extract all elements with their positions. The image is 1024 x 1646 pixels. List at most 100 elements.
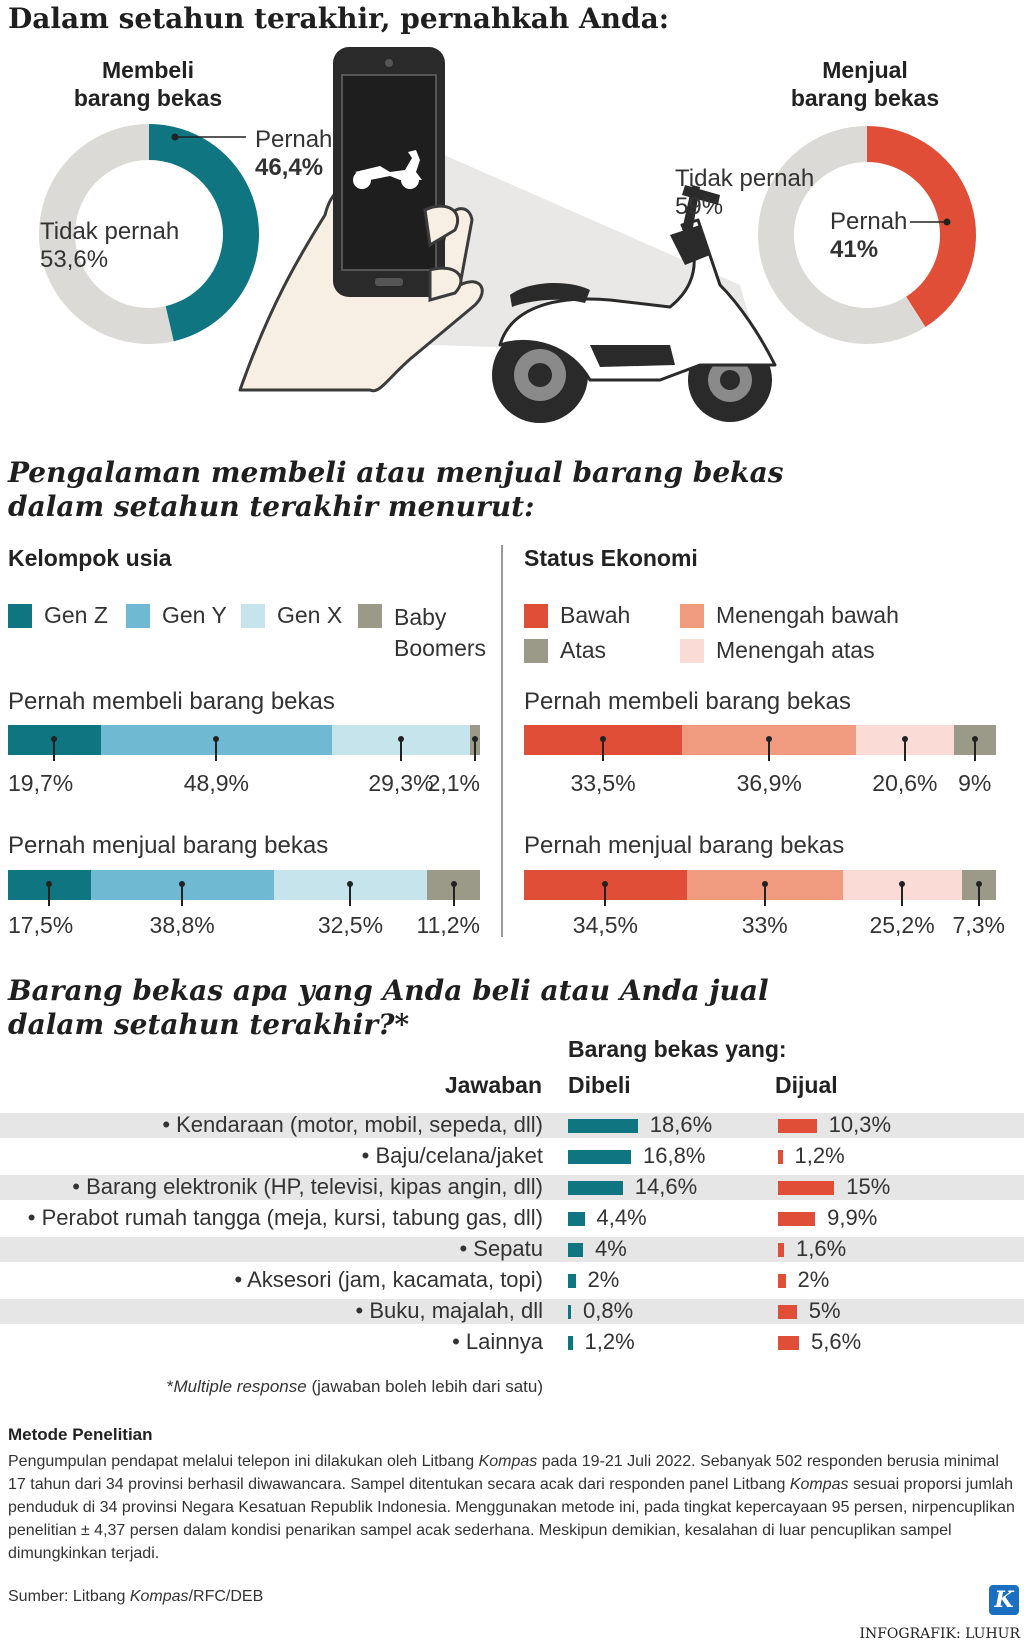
dibeli-value: 1,2% xyxy=(584,1329,635,1354)
age-buy-bar xyxy=(8,725,480,761)
dibeli-value: 18,6% xyxy=(649,1112,713,1137)
bar-value-label: 36,9% xyxy=(736,770,802,796)
age-sell-label: Pernah menjual barang bekas xyxy=(8,832,329,859)
donut-sell-chart xyxy=(758,126,976,344)
bar-tick-dot xyxy=(761,880,768,887)
bar-tick xyxy=(973,738,976,761)
item-label: • Perabot rumah tangga (meja, kursi, tab… xyxy=(27,1205,543,1230)
bar-tick-dot xyxy=(602,880,609,887)
legend-atas: Atas xyxy=(524,637,606,664)
dijual-bar xyxy=(778,1305,797,1319)
dibeli-bar xyxy=(568,1243,583,1257)
bar-value-label: 33,5% xyxy=(570,770,636,796)
bar-tick xyxy=(901,883,904,906)
bar-value-label: 20,6% xyxy=(872,770,938,796)
section3-subheading: Barang bekas yang: xyxy=(568,1036,787,1062)
legend-swatch xyxy=(8,604,32,628)
dijual-value: 2% xyxy=(797,1267,830,1292)
bar-value-label: 25,2% xyxy=(869,912,935,938)
phone-icon xyxy=(333,47,445,297)
method-text: Pengumpulan pendapat melalui telepon ini… xyxy=(8,1453,1015,1562)
donut-slice-tidak-pernah xyxy=(38,124,174,344)
col-answer-heading: Jawaban xyxy=(444,1072,542,1098)
donut-sell-yes-label: Pernah 41% xyxy=(830,208,908,263)
age-sell-bar xyxy=(8,870,480,906)
donut-slice-pernah xyxy=(149,124,259,342)
table-row xyxy=(0,1175,1024,1200)
dibeli-value: 16,8% xyxy=(643,1143,706,1168)
econ-sell-label: Pernah menjual barang bekas xyxy=(524,832,845,859)
bar-tick xyxy=(602,738,605,761)
dijual-value: 15% xyxy=(846,1174,891,1199)
bar-tick xyxy=(768,738,771,761)
bar-tick xyxy=(452,883,455,906)
dijual-value: 1,6% xyxy=(796,1236,847,1261)
dibeli-value: 2% xyxy=(587,1267,620,1292)
bar-tick-dot xyxy=(901,735,908,742)
age-sell-values: 17,5% 38,8% 32,5% 11,2% xyxy=(8,912,480,942)
bar-tick-dot xyxy=(397,735,404,742)
legend-menengah-atas: Menengah atas xyxy=(680,637,875,664)
legend-swatch xyxy=(241,604,265,628)
legend-menengah-bawah: Menengah bawah xyxy=(680,602,899,629)
econ-buy-label: Pernah membeli barang bekas xyxy=(524,688,851,715)
econ-sell-values: 34,5% 33% 25,2% 7,3% xyxy=(524,912,1005,942)
bar-tick xyxy=(215,738,218,761)
page-title: Dalam setahun terakhir, pernahkah Anda: xyxy=(8,2,670,35)
bar-value-label: 9% xyxy=(958,770,992,796)
dijual-bar xyxy=(778,1150,783,1164)
legend-swatch xyxy=(126,604,150,628)
dibeli-value: 14,6% xyxy=(634,1174,698,1199)
legend-gen-y: Gen Y xyxy=(126,602,227,629)
bar-tick-dot xyxy=(899,880,906,887)
bar-tick xyxy=(181,883,184,906)
bar-value-label: 19,7% xyxy=(8,770,74,796)
bar-tick xyxy=(604,883,607,906)
source-note: Sumber: Litbang Kompas/RFC/DEB xyxy=(8,1588,264,1605)
bar-value-label: 7,3% xyxy=(952,912,1005,938)
item-label: • Barang elektronik (HP, televisi, kipas… xyxy=(72,1174,543,1199)
donut-buy-leader xyxy=(171,133,246,141)
donut-sell-title: Menjual barang bekas xyxy=(790,57,940,111)
bar-tick xyxy=(903,738,906,761)
bar-tick xyxy=(399,738,402,761)
legend-swatch xyxy=(680,604,704,628)
bar-tick-dot xyxy=(975,880,982,887)
legend-swatch xyxy=(524,639,548,663)
item-label: • Baju/celana/jaket xyxy=(361,1143,543,1168)
legend-swatch xyxy=(680,639,704,663)
age-buy-values: 19,7% 48,9% 29,3% 2,1% xyxy=(8,770,480,800)
dijual-value: 5% xyxy=(808,1298,841,1323)
bar-tick xyxy=(53,738,56,761)
donut-buy-chart xyxy=(38,124,259,344)
item-label: • Aksesori (jam, kacamata, topi) xyxy=(234,1267,543,1292)
age-buy-label: Pernah membeli barang bekas xyxy=(8,688,335,715)
econ-buy-values: 33,5% 36,9% 20,6% 9% xyxy=(524,770,996,800)
dibeli-bar xyxy=(568,1274,576,1288)
bar-value-label: 34,5% xyxy=(572,912,639,938)
legend-swatch xyxy=(524,604,548,628)
bar-tick xyxy=(763,883,766,906)
dibeli-bar xyxy=(568,1336,573,1350)
bar-value-label: 11,2% xyxy=(416,912,480,938)
donut-slice-pernah xyxy=(867,126,976,328)
donut-buy-title: Membeli barang bekas xyxy=(73,57,223,111)
bar-value-label: 32,5% xyxy=(317,912,384,938)
projection-beam xyxy=(410,140,760,355)
kompas-logo: K xyxy=(989,1585,1019,1615)
bar-tick-dot xyxy=(450,880,457,887)
dibeli-bar xyxy=(568,1119,638,1133)
section-divider xyxy=(501,545,503,937)
dijual-bar xyxy=(778,1181,835,1195)
item-label: • Buku, majalah, dll xyxy=(355,1298,543,1323)
illustration xyxy=(238,47,777,423)
bar-tick-dot xyxy=(347,880,354,887)
bar-tick-dot xyxy=(213,735,220,742)
bar-tick-dot xyxy=(179,880,186,887)
bar-tick-dot xyxy=(51,735,58,742)
legend-gen-z: Gen Z xyxy=(8,602,108,629)
dijual-bar xyxy=(778,1243,784,1257)
bar-tick-dot xyxy=(766,735,773,742)
legend-bawah: Bawah xyxy=(524,602,630,629)
bar-value-label: 48,9% xyxy=(183,770,249,796)
